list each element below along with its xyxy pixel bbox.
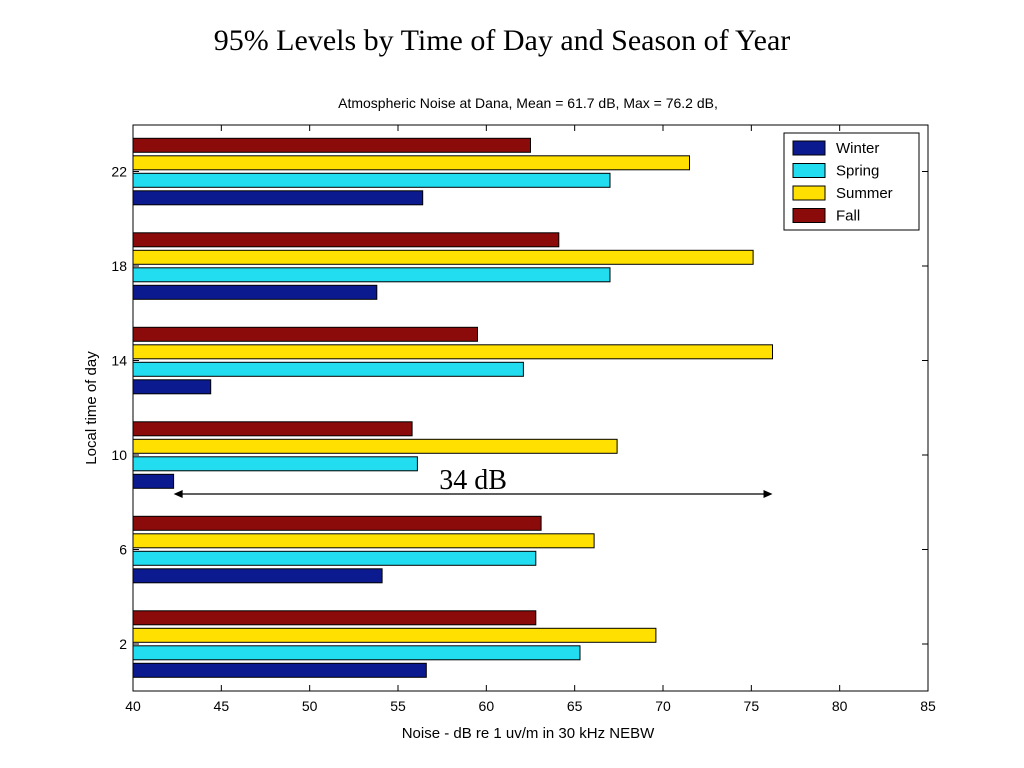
x-axis-ticks: 40 45 50 55 60 65 70 75 80 85 [125, 125, 936, 714]
legend-label-fall: Fall [836, 208, 860, 225]
bar-fall-10 [132, 421, 413, 437]
bar-summer-10 [132, 438, 618, 454]
x-tick-label: 85 [920, 698, 936, 714]
y-tick-label: 22 [111, 164, 127, 180]
bar-fall-14 [132, 326, 478, 342]
bar-spring-6 [132, 550, 537, 566]
bar-summer-6 [132, 533, 595, 549]
y-tick-label: 2 [119, 636, 127, 652]
x-tick-label: 60 [479, 698, 495, 714]
bar-fall-6 [132, 515, 542, 531]
bar-summer-14 [132, 344, 773, 360]
bar-fall-2 [132, 610, 537, 626]
bar-winter-18 [132, 284, 378, 300]
legend: Winter Spring Summer Fall [783, 132, 920, 231]
annotation-arrow-right-head [763, 490, 773, 498]
x-tick-label: 45 [214, 698, 230, 714]
bar-spring-22 [132, 172, 611, 188]
y-tick-label: 10 [111, 447, 127, 463]
y-tick-label: 18 [111, 258, 127, 274]
x-tick-label: 80 [832, 698, 848, 714]
x-tick-label: 70 [655, 698, 671, 714]
bar-winter-22 [132, 190, 424, 206]
bar-spring-10 [132, 456, 418, 472]
annotation-span: 34 dB [173, 465, 773, 498]
legend-swatch-spring [792, 163, 826, 178]
bar-fall-22 [132, 137, 531, 153]
bar-summer-18 [132, 249, 754, 265]
bar-fall-18 [132, 232, 560, 248]
y-axis-label: Local time of day [83, 351, 100, 465]
legend-swatch-summer [792, 185, 826, 201]
y-tick-label: 14 [111, 353, 127, 369]
x-tick-label: 50 [302, 698, 318, 714]
slide-title: 95% Levels by Time of Day and Season of … [213, 24, 791, 57]
legend-label-summer: Summer [836, 185, 893, 202]
legend-label-winter: Winter [836, 140, 879, 157]
bar-winter-10 [132, 473, 175, 489]
bars-group [132, 137, 773, 678]
y-axis-ticks: 2 6 10 14 18 22 [111, 164, 928, 652]
legend-swatch-winter [792, 140, 826, 156]
bar-summer-22 [132, 155, 690, 171]
bar-winter-2 [132, 662, 427, 678]
annotation-arrow-left-head [173, 490, 183, 498]
plot-area [132, 124, 929, 692]
bar-winter-14 [132, 379, 212, 395]
bar-spring-14 [132, 361, 524, 377]
x-tick-label: 65 [567, 698, 583, 714]
x-tick-label: 55 [390, 698, 406, 714]
x-tick-label: 75 [744, 698, 760, 714]
bar-winter-6 [132, 568, 383, 584]
bar-spring-18 [132, 267, 611, 283]
annotation-text: 34 dB [439, 465, 507, 496]
bar-summer-2 [132, 627, 657, 643]
x-tick-label: 40 [125, 698, 141, 714]
chart-title: Atmospheric Noise at Dana, Mean = 61.7 d… [338, 95, 718, 111]
y-tick-label: 6 [119, 542, 127, 558]
legend-label-spring: Spring [836, 163, 879, 180]
x-axis-label: Noise - dB re 1 uv/m in 30 kHz NEBW [402, 725, 655, 742]
bar-spring-2 [132, 645, 581, 661]
legend-swatch-fall [792, 208, 826, 223]
